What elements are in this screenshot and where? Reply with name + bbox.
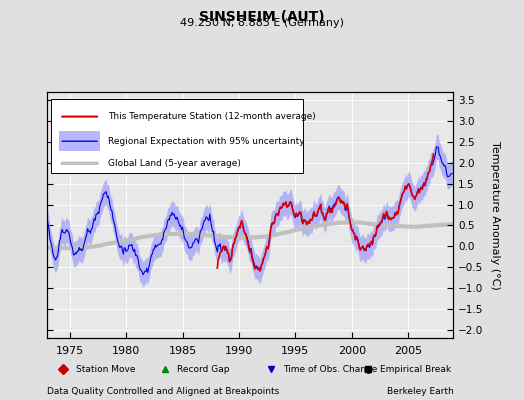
Text: 1980: 1980	[112, 346, 140, 356]
Text: SINSHEIM (AUT): SINSHEIM (AUT)	[199, 10, 325, 24]
Text: Empirical Break: Empirical Break	[380, 364, 451, 374]
FancyBboxPatch shape	[51, 99, 303, 173]
Text: Berkeley Earth: Berkeley Earth	[387, 387, 453, 396]
Text: 49.250 N, 8.883 E (Germany): 49.250 N, 8.883 E (Germany)	[180, 18, 344, 28]
Text: 1990: 1990	[225, 346, 253, 356]
Text: Record Gap: Record Gap	[177, 364, 230, 374]
Text: 1985: 1985	[168, 346, 196, 356]
Y-axis label: Temperature Anomaly (°C): Temperature Anomaly (°C)	[490, 141, 500, 289]
Text: Station Move: Station Move	[75, 364, 135, 374]
Text: 1995: 1995	[281, 346, 310, 356]
Text: 1975: 1975	[56, 346, 84, 356]
Text: Time of Obs. Change: Time of Obs. Change	[283, 364, 377, 374]
Text: 2005: 2005	[394, 346, 422, 356]
Text: 2000: 2000	[337, 346, 366, 356]
Text: Data Quality Controlled and Aligned at Breakpoints: Data Quality Controlled and Aligned at B…	[47, 387, 279, 396]
Text: This Temperature Station (12-month average): This Temperature Station (12-month avera…	[108, 112, 316, 121]
Bar	[59, 131, 100, 151]
Text: Regional Expectation with 95% uncertainty: Regional Expectation with 95% uncertaint…	[108, 137, 304, 146]
Text: Global Land (5-year average): Global Land (5-year average)	[108, 159, 241, 168]
